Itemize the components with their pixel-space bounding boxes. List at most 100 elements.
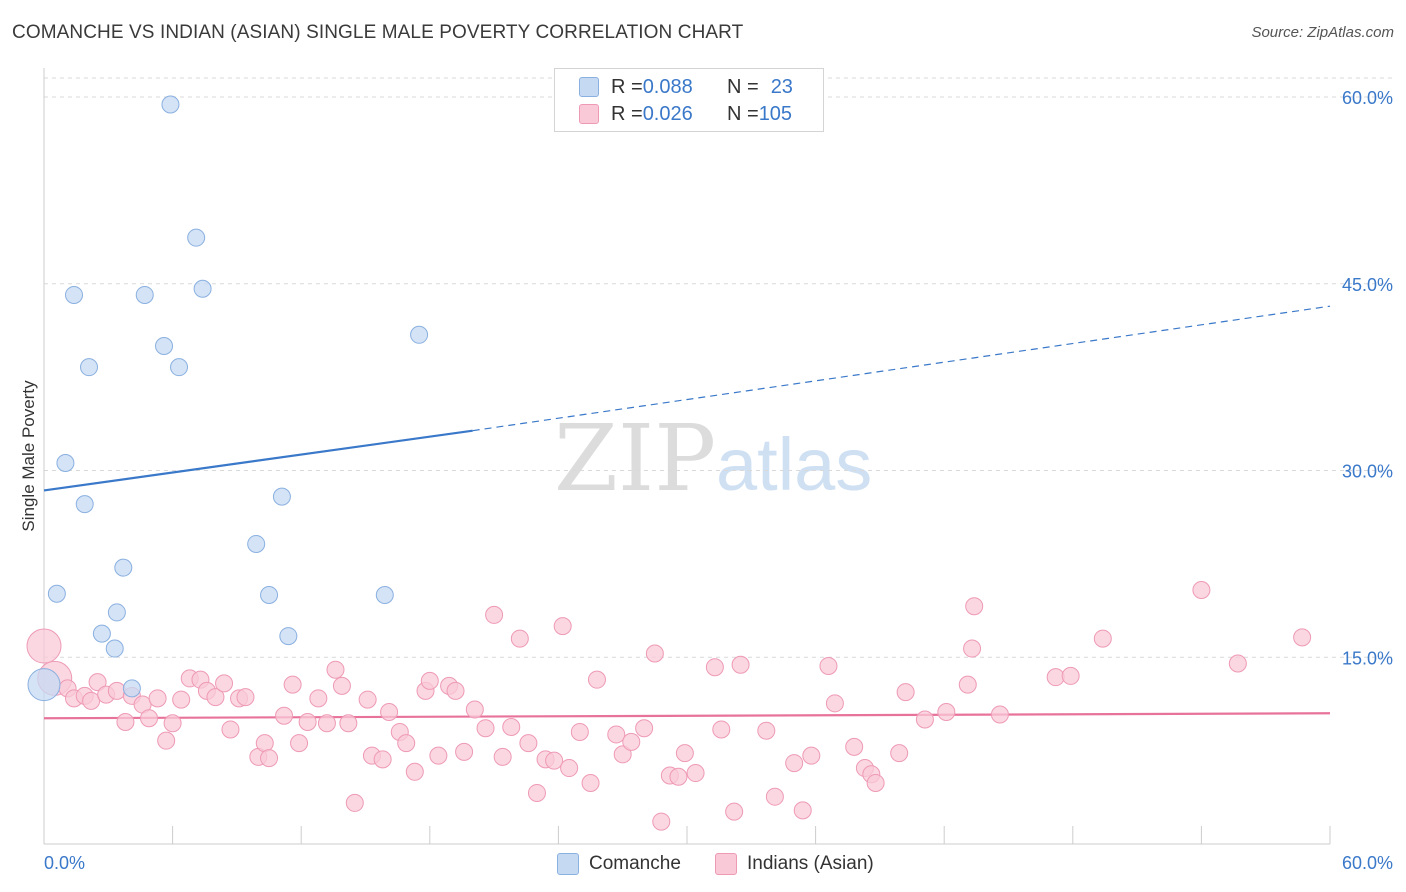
- indian-point: [965, 597, 984, 616]
- comanche-point: [410, 325, 429, 344]
- indian-point: [326, 660, 345, 679]
- comanche-point: [247, 534, 266, 553]
- indian-point: [236, 688, 255, 707]
- indian-point: [373, 750, 392, 769]
- indian-point: [958, 675, 977, 694]
- legend-n-comanche: N = 23: [727, 75, 793, 99]
- indian-point: [1093, 629, 1112, 648]
- indian-point: [587, 670, 606, 689]
- comanche-point: [65, 285, 84, 304]
- comanche-point: [260, 586, 279, 604]
- indian-point: [446, 681, 465, 700]
- indian-point: [613, 745, 632, 764]
- indian-point: [380, 703, 399, 722]
- indian-point: [1046, 668, 1065, 687]
- indian-point: [896, 683, 915, 702]
- indian-point: [527, 783, 546, 802]
- legend-n-indian: N = 105: [727, 102, 792, 126]
- comanche-trend-extension: [472, 305, 1331, 432]
- indian-swatch: [715, 853, 737, 875]
- indian-point: [607, 725, 626, 744]
- r-label: R =: [611, 75, 643, 98]
- comanche-point: [27, 668, 61, 702]
- indian-point: [866, 773, 885, 792]
- indian-point: [485, 605, 504, 624]
- comanche-point: [75, 495, 94, 514]
- y-tick-label: 15.0%: [1342, 648, 1393, 668]
- indian-point: [26, 628, 62, 664]
- chart-title: COMANCHE VS INDIAN (ASIAN) SINGLE MALE P…: [12, 22, 744, 43]
- n-label: N =: [727, 75, 759, 98]
- indian-point: [420, 671, 439, 690]
- comanche-swatch: [579, 77, 599, 97]
- indian-point: [358, 690, 377, 709]
- r-value: 0.026: [642, 102, 693, 125]
- indian-point: [712, 720, 731, 739]
- indian-point: [215, 674, 234, 693]
- indian-point: [339, 714, 358, 733]
- y-axis-title: Single Male Poverty: [19, 380, 38, 532]
- legend-row-comanche: R = 0.088: [579, 75, 693, 99]
- indian-point: [1228, 654, 1247, 673]
- indian-point: [652, 812, 671, 831]
- n-value: 105: [758, 102, 793, 125]
- comanche-point: [92, 624, 111, 643]
- indian-point: [148, 689, 167, 708]
- indian-point: [493, 747, 512, 766]
- comanche-point: [80, 358, 99, 377]
- comanche-point: [105, 639, 124, 658]
- y-tick-label: 45.0%: [1342, 275, 1393, 295]
- indian-point: [476, 719, 495, 738]
- indian-point: [309, 689, 328, 708]
- indian-point: [510, 629, 529, 648]
- n-label: N =: [727, 102, 759, 125]
- indian-point: [560, 759, 579, 778]
- comanche-swatch: [557, 853, 579, 875]
- indian-point: [116, 712, 135, 731]
- indian-point: [963, 639, 982, 658]
- r-label: R =: [611, 102, 643, 125]
- indian-point: [332, 676, 351, 695]
- legend-item-indian: Indians (Asian): [715, 851, 874, 877]
- indian-point: [140, 709, 159, 728]
- comanche-trend-line: [43, 429, 473, 492]
- indian-trend-line: [43, 712, 1331, 720]
- indian-point: [298, 712, 317, 731]
- indian-point: [163, 714, 182, 733]
- indian-point: [686, 764, 705, 783]
- indian-point: [317, 714, 336, 733]
- indian-point: [990, 705, 1009, 724]
- indian-point: [283, 675, 302, 694]
- indian-point: [937, 703, 956, 722]
- comanche-point: [272, 487, 291, 506]
- comanche-point: [161, 95, 180, 114]
- indian-point: [260, 749, 279, 768]
- correlation-legend: R = 0.088 N = 23 R = 0.026 N = 105: [554, 68, 824, 132]
- n-value: 23: [770, 75, 793, 98]
- indian-point: [765, 787, 784, 806]
- indian-point: [429, 746, 448, 765]
- indian-point: [107, 681, 126, 700]
- indian-point: [519, 734, 538, 753]
- comanche-point: [279, 627, 298, 646]
- x-tick-label: 0.0%: [44, 853, 85, 873]
- indian-point: [570, 722, 589, 741]
- indian-point: [890, 744, 909, 763]
- comanche-point: [114, 558, 133, 577]
- comanche-point: [155, 337, 174, 355]
- indian-point: [275, 706, 294, 725]
- indian-point: [645, 644, 664, 663]
- indian-point: [221, 720, 240, 739]
- indian-point: [172, 690, 191, 709]
- comanche-point: [47, 584, 66, 603]
- axis-labels: 15.0% 30.0% 45.0% 60.0% 0.0% 60.0%: [44, 88, 1393, 873]
- indian-point: [88, 673, 107, 692]
- indian-point: [731, 655, 750, 674]
- comanche-point: [375, 586, 394, 604]
- indian-point: [825, 694, 844, 713]
- comanche-point: [170, 358, 189, 377]
- legend-row-indian: R = 0.026: [579, 102, 693, 126]
- legend-label-comanche: Comanche: [589, 853, 681, 874]
- watermark-atlas: atlas: [716, 423, 872, 506]
- indian-point: [397, 734, 416, 753]
